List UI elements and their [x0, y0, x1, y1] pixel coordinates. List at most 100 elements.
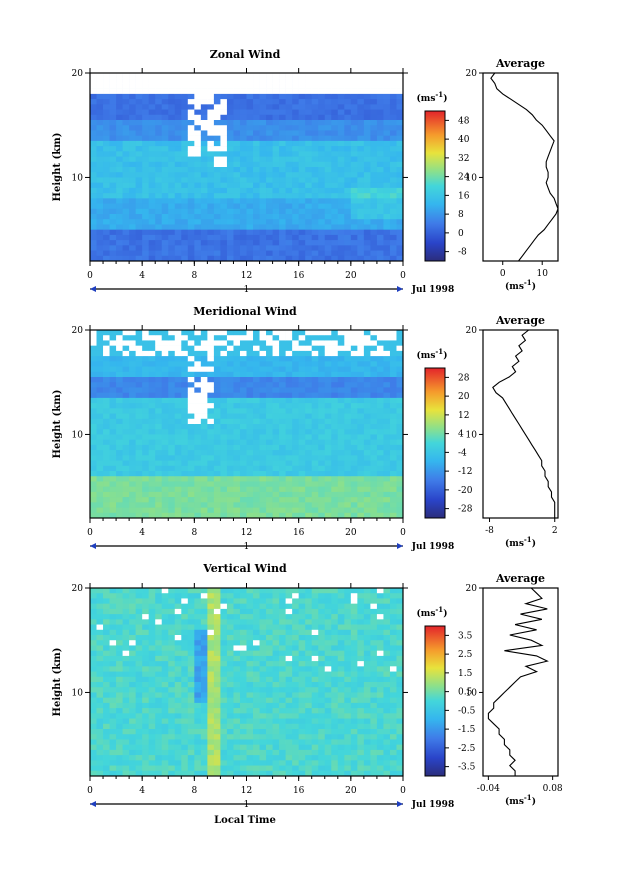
heatmap-cell: [272, 723, 280, 730]
heatmap-cell: [350, 214, 358, 220]
heatmap-cell: [344, 93, 352, 100]
heatmap-cell: [259, 471, 267, 477]
colorbar-tick-label: 12: [458, 411, 469, 421]
heatmap-cell: [396, 340, 404, 346]
heatmap-cell: [181, 502, 189, 508]
heatmap-cell: [383, 371, 391, 378]
heatmap-cell: [318, 83, 326, 89]
heatmap-cell: [200, 655, 208, 662]
heatmap-cell: [187, 214, 195, 220]
heatmap-cell: [233, 682, 241, 688]
heatmap-cell: [383, 387, 391, 393]
heatmap-cell: [129, 645, 136, 651]
heatmap-cell: [266, 739, 273, 745]
heatmap-cell: [350, 229, 358, 236]
heatmap-cell: [90, 203, 97, 210]
heatmap-cell: [305, 73, 313, 79]
heatmap-cell: [363, 345, 371, 352]
heatmap-cell: [331, 403, 339, 409]
heatmap-cell: [181, 198, 189, 204]
heatmap-cell: [363, 99, 371, 105]
heatmap-cell: [161, 603, 169, 610]
heatmap-cell: [207, 713, 215, 719]
colorbar-tick-label: 8: [458, 210, 464, 220]
heatmap-cell: [370, 203, 378, 210]
heatmap-cell: [207, 723, 215, 730]
heatmap-cell: [279, 755, 286, 761]
heatmap-cell: [103, 760, 110, 766]
heatmap-cell: [305, 208, 313, 215]
heatmap-cell: [207, 749, 215, 756]
heatmap-cell: [357, 439, 365, 446]
heatmap-cell: [324, 177, 332, 183]
heatmap-cell: [259, 135, 267, 142]
heatmap-cell: [246, 245, 254, 251]
heatmap-cell: [103, 439, 110, 446]
heatmap-cell: [200, 760, 208, 766]
heatmap-cell: [207, 240, 215, 246]
heatmap-cell: [396, 240, 404, 246]
heatmap-cell: [266, 156, 273, 163]
heatmap-cell: [266, 361, 273, 367]
heatmap-cell: [298, 78, 306, 84]
heatmap-cell: [396, 78, 404, 84]
heatmap-cell: [376, 502, 384, 508]
heatmap-cell: [305, 146, 313, 152]
heatmap-cell: [155, 403, 163, 409]
heatmap-cell: [246, 93, 254, 100]
heatmap-cell: [109, 240, 117, 246]
heatmap-cell: [318, 502, 326, 508]
heatmap-cell: [233, 208, 241, 215]
heatmap-cell: [363, 151, 371, 157]
heatmap-cell: [109, 444, 117, 451]
heatmap-cell: [168, 744, 176, 751]
heatmap-cell: [220, 444, 228, 451]
heatmap-cell: [324, 450, 332, 456]
heatmap-cell: [135, 692, 143, 698]
heatmap-cell: [253, 245, 260, 251]
heatmap-cell: [181, 418, 189, 425]
heatmap-cell: [272, 608, 280, 615]
heatmap-cell: [344, 361, 352, 367]
heatmap-cell: [135, 234, 143, 241]
heatmap-cell: [383, 429, 391, 435]
heatmap-cell: [200, 120, 208, 126]
heatmap-cell: [109, 655, 117, 662]
heatmap-cell: [233, 702, 241, 709]
heatmap-cell: [259, 744, 267, 751]
heatmap-cell: [239, 88, 247, 95]
heatmap-cell: [142, 593, 149, 599]
heatmap-cell: [122, 682, 130, 688]
heatmap-cell: [253, 593, 260, 599]
heatmap-cell: [103, 193, 110, 199]
heatmap-cell: [279, 345, 286, 352]
heatmap-cell: [90, 146, 97, 152]
heatmap-cell: [298, 403, 306, 409]
heatmap-cell: [246, 418, 254, 425]
heatmap-cell: [292, 146, 299, 152]
heatmap-cell: [200, 99, 208, 105]
heatmap-cell: [122, 330, 130, 336]
heatmap-cell: [331, 455, 339, 461]
heatmap-cell: [311, 502, 319, 508]
heatmap-cell: [148, 629, 156, 636]
heatmap-cell: [396, 429, 404, 435]
heatmap-cell: [376, 382, 384, 388]
heatmap-cell: [116, 340, 123, 346]
heatmap-cell: [129, 439, 136, 446]
heatmap-cell: [266, 240, 273, 246]
heatmap-cell: [285, 161, 293, 168]
heatmap-cell: [103, 104, 110, 110]
heatmap-cell: [142, 330, 149, 336]
heatmap-cell: [383, 146, 391, 152]
heatmap-cell: [116, 666, 123, 672]
heatmap-cell: [155, 603, 163, 610]
heatmap-cell: [233, 366, 241, 373]
heatmap-cell: [253, 125, 260, 131]
heatmap-cell: [376, 330, 384, 336]
heatmap-cell: [96, 120, 104, 126]
heatmap-cell: [148, 345, 156, 352]
heatmap-cell: [363, 187, 371, 194]
heatmap-cell: [272, 234, 280, 241]
heatmap-cell: [187, 460, 195, 467]
